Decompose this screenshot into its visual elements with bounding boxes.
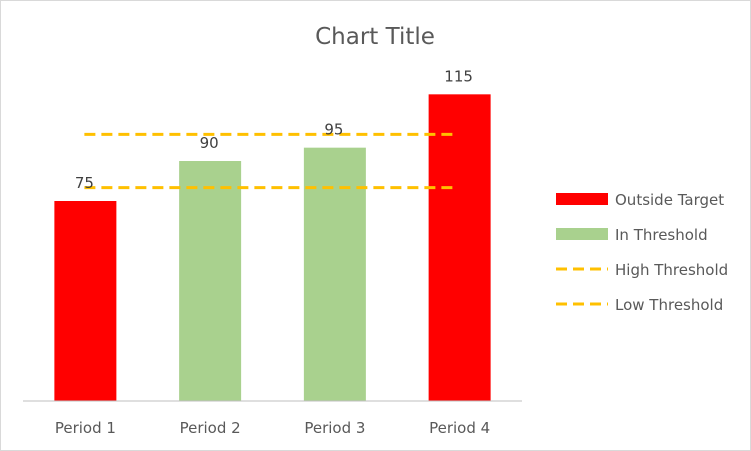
data-label-4: 115 xyxy=(444,67,473,85)
bar-2 xyxy=(179,161,242,401)
bar-1 xyxy=(54,201,117,401)
x-tick-label-2: Period 2 xyxy=(180,419,241,437)
legend-swatch-2 xyxy=(556,228,608,240)
legend-swatch-1 xyxy=(556,193,608,205)
x-tick-label-3: Period 3 xyxy=(304,419,365,437)
legend-label-4: Low Threshold xyxy=(615,296,723,314)
legend: Outside Target In Threshold High Threshold… xyxy=(556,191,728,314)
chart-title: Chart Title xyxy=(315,24,435,50)
legend-label-3: High Threshold xyxy=(615,261,728,279)
threshold-lines-layer xyxy=(84,132,458,190)
legend-label-2: In Threshold xyxy=(615,226,708,244)
x-tick-label-4: Period 4 xyxy=(429,419,490,437)
data-label-2: 90 xyxy=(200,134,219,152)
data-labels-layer: 75 90 95 115 xyxy=(75,67,473,192)
x-tick-label-1: Period 1 xyxy=(55,419,116,437)
data-label-3: 95 xyxy=(324,121,343,139)
bar-3 xyxy=(303,147,366,401)
legend-label-1: Outside Target xyxy=(615,191,724,209)
bars-layer xyxy=(54,94,491,401)
x-axis-ticks: Period 1 Period 2 Period 3 Period 4 xyxy=(55,419,490,437)
bar-4 xyxy=(428,94,491,401)
data-label-1: 75 xyxy=(75,174,94,192)
